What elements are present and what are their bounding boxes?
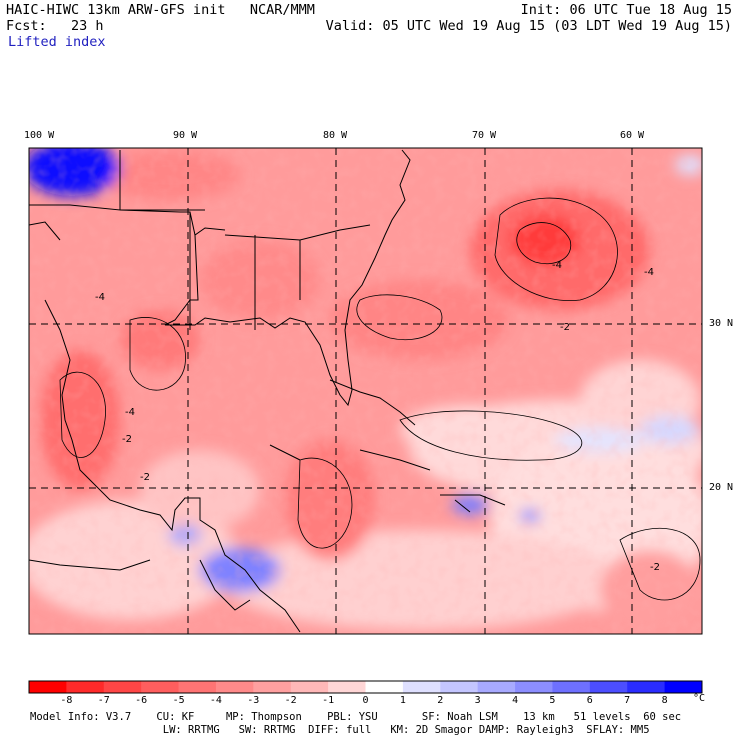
colorbar-tick: 2: [437, 695, 444, 706]
model-info-line-2: LW: RRTMG SW: RRTMG DIFF: full KM: 2D Sm…: [30, 724, 650, 736]
colorbar-swatch: [440, 681, 479, 693]
colorbar-swatch: [552, 681, 591, 693]
valid-time: Valid: 05 UTC Wed 19 Aug 15 (03 LDT Wed …: [325, 18, 732, 34]
colorbar-swatch: [477, 681, 516, 693]
colorbar-tick: -1: [322, 695, 335, 706]
contour-label: -2: [140, 472, 150, 483]
colorbar-swatch: [29, 681, 67, 693]
colorbar-swatch: [178, 681, 217, 693]
coastlines: [28, 149, 506, 633]
colorbar-swatch: [215, 681, 254, 693]
contour-label: -4: [125, 407, 135, 418]
colorbar-tick: 0: [362, 695, 369, 706]
li-contours: [59, 197, 701, 601]
colorbar-swatch: [589, 681, 628, 693]
lon-label-60w: 60 W: [620, 130, 645, 141]
colorbar-tick: 8: [661, 695, 668, 706]
colorbar: [29, 681, 703, 693]
contour-label: -4: [644, 267, 654, 278]
colorbar-tick: -5: [172, 695, 185, 706]
lon-label-90w: 90 W: [173, 130, 198, 141]
contour-label: -2: [650, 562, 660, 573]
model-info-line-1: Model Info: V3.7 CU: KF MP: Thompson PBL…: [30, 711, 682, 723]
shaded-field: [29, 148, 702, 634]
contour-label: -4: [95, 292, 105, 303]
colorbar-tick: -8: [60, 695, 73, 706]
contour-label: -4: [552, 260, 562, 271]
field-name: Lifted index: [8, 34, 106, 50]
colorbar-swatch: [103, 681, 142, 693]
colorbar-swatch: [402, 681, 441, 693]
lat-label-30n: 30 N: [709, 318, 734, 329]
colorbar-tick: 1: [399, 695, 406, 706]
colorbar-tick: 6: [586, 695, 593, 706]
colorbar-tick: -6: [135, 695, 148, 706]
colorbar-swatch: [253, 681, 292, 693]
colorbar-swatch: [290, 681, 329, 693]
colorbar-tick: -4: [209, 695, 222, 706]
colorbar-swatch: [365, 681, 404, 693]
init-time: Init: 06 UTC Tue 18 Aug 15: [520, 2, 732, 18]
colorbar-frame: [28, 680, 703, 694]
lat-label-20n: 20 N: [709, 482, 734, 493]
colorbar-swatch: [664, 681, 703, 693]
colorbar-swatch: [141, 681, 180, 693]
lon-label-100w: 100 W: [24, 130, 55, 141]
colorbar-tick: 7: [624, 695, 631, 706]
colorbar-tick: 5: [549, 695, 556, 706]
colorbar-tick: 4: [512, 695, 519, 706]
colorbar-swatch: [515, 681, 553, 693]
colorbar-tick: -2: [284, 695, 297, 706]
colorbar-swatch: [627, 681, 666, 693]
forecast-hour: Fcst: 23 h: [6, 18, 104, 34]
model-title: HAIC-HIWC 13km ARW-GFS init NCAR/MMM: [6, 2, 315, 18]
lon-label-70w: 70 W: [472, 130, 497, 141]
colorbar-unit: °C: [692, 693, 706, 704]
colorbar-swatch: [66, 681, 105, 693]
contour-label: -2: [122, 434, 132, 445]
lon-label-80w: 80 W: [323, 130, 348, 141]
colorbar-tick: 3: [474, 695, 481, 706]
colorbar-tick: -3: [247, 695, 260, 706]
colorbar-tick: -7: [97, 695, 110, 706]
map-frame: [28, 147, 703, 635]
contour-label: -2: [560, 322, 570, 333]
latlon-grid: [29, 148, 702, 634]
colorbar-swatch: [328, 681, 366, 693]
